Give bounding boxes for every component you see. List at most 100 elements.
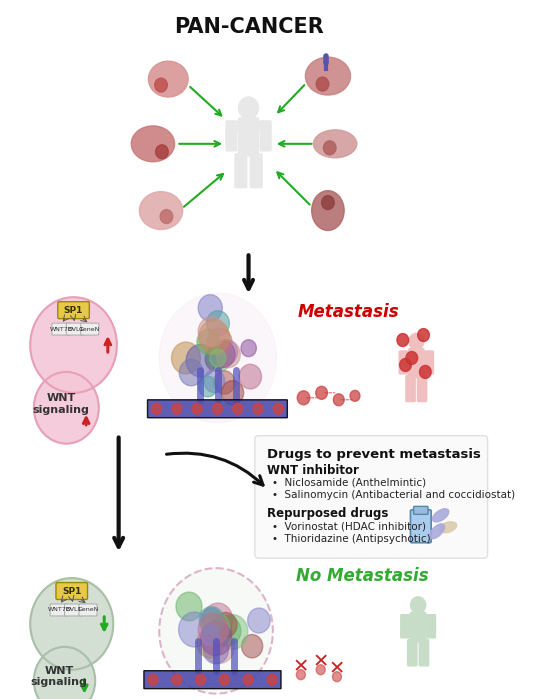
Circle shape <box>207 311 230 336</box>
Ellipse shape <box>406 614 430 623</box>
Circle shape <box>216 615 248 650</box>
Ellipse shape <box>139 192 182 230</box>
FancyBboxPatch shape <box>238 118 259 156</box>
FancyBboxPatch shape <box>427 615 436 638</box>
Text: WNT inhibitor: WNT inhibitor <box>267 463 359 477</box>
Circle shape <box>397 334 409 346</box>
Circle shape <box>198 295 222 321</box>
Circle shape <box>297 391 310 405</box>
Circle shape <box>211 341 235 368</box>
Circle shape <box>399 358 412 372</box>
Circle shape <box>206 617 232 646</box>
Circle shape <box>219 674 229 685</box>
Circle shape <box>213 403 222 414</box>
Circle shape <box>316 77 329 91</box>
Text: •  Niclosamide (Anthelmintic): • Niclosamide (Anthelmintic) <box>272 477 426 487</box>
Circle shape <box>207 328 232 356</box>
FancyBboxPatch shape <box>408 640 417 666</box>
Circle shape <box>198 317 225 346</box>
Circle shape <box>273 403 283 414</box>
Circle shape <box>214 371 235 394</box>
Circle shape <box>316 386 328 399</box>
Circle shape <box>215 340 238 365</box>
FancyBboxPatch shape <box>52 323 70 335</box>
Circle shape <box>204 370 225 393</box>
Ellipse shape <box>313 130 357 158</box>
Circle shape <box>172 342 201 374</box>
Circle shape <box>159 293 277 423</box>
Ellipse shape <box>439 522 456 533</box>
Text: WNT7B: WNT7B <box>49 327 72 332</box>
Circle shape <box>410 597 426 613</box>
Circle shape <box>176 592 202 621</box>
Circle shape <box>233 403 243 414</box>
Text: •  Thioridazine (Antipsychotic): • Thioridazine (Antipsychotic) <box>272 534 431 545</box>
FancyBboxPatch shape <box>79 604 97 616</box>
Circle shape <box>202 620 218 638</box>
FancyBboxPatch shape <box>260 121 271 150</box>
Circle shape <box>179 612 210 647</box>
Circle shape <box>409 333 424 350</box>
FancyBboxPatch shape <box>401 615 409 638</box>
Circle shape <box>242 634 262 658</box>
FancyBboxPatch shape <box>66 323 84 335</box>
Circle shape <box>206 349 225 371</box>
Circle shape <box>197 330 220 354</box>
FancyBboxPatch shape <box>419 640 429 666</box>
Text: WNT
signaling: WNT signaling <box>31 666 88 687</box>
Text: GeneN: GeneN <box>79 327 100 332</box>
FancyBboxPatch shape <box>418 376 427 402</box>
Ellipse shape <box>232 120 265 132</box>
Circle shape <box>179 359 203 386</box>
Circle shape <box>186 344 216 377</box>
FancyBboxPatch shape <box>50 604 68 616</box>
Circle shape <box>203 612 230 643</box>
Circle shape <box>214 612 237 638</box>
Circle shape <box>296 670 305 680</box>
FancyBboxPatch shape <box>399 351 408 374</box>
Circle shape <box>316 665 325 675</box>
Circle shape <box>241 340 256 357</box>
Circle shape <box>196 674 206 685</box>
Circle shape <box>350 391 360 401</box>
Text: ✕: ✕ <box>293 657 309 676</box>
FancyBboxPatch shape <box>235 154 247 188</box>
Circle shape <box>198 613 228 646</box>
Circle shape <box>418 328 430 342</box>
Circle shape <box>323 141 336 155</box>
Circle shape <box>206 344 232 372</box>
Text: PAN-CANCER: PAN-CANCER <box>174 18 323 37</box>
Text: DVL1: DVL1 <box>65 608 82 612</box>
FancyBboxPatch shape <box>406 376 415 402</box>
Text: •  Salinomycin (Antibacterial and coccidiostat): • Salinomycin (Antibacterial and coccidi… <box>272 491 515 500</box>
Circle shape <box>197 629 224 658</box>
FancyBboxPatch shape <box>226 121 237 150</box>
Ellipse shape <box>312 190 344 230</box>
FancyBboxPatch shape <box>56 582 88 599</box>
Circle shape <box>201 608 221 631</box>
Circle shape <box>156 145 168 159</box>
Text: GeneN: GeneN <box>77 608 99 612</box>
Circle shape <box>199 606 224 634</box>
Circle shape <box>238 97 259 119</box>
Circle shape <box>214 616 241 646</box>
FancyBboxPatch shape <box>414 506 428 514</box>
Circle shape <box>239 364 261 389</box>
Ellipse shape <box>432 509 449 522</box>
Text: WNT7B: WNT7B <box>48 608 71 612</box>
Circle shape <box>203 636 229 664</box>
Circle shape <box>30 578 113 670</box>
FancyBboxPatch shape <box>65 604 83 616</box>
FancyBboxPatch shape <box>409 349 424 377</box>
Text: ✕: ✕ <box>312 652 329 671</box>
FancyBboxPatch shape <box>410 612 426 642</box>
Circle shape <box>160 209 173 223</box>
Circle shape <box>248 608 270 633</box>
Circle shape <box>192 403 202 414</box>
Text: •  Vorinostat (HDAC inhibitor): • Vorinostat (HDAC inhibitor) <box>272 522 426 531</box>
Text: Metastasis: Metastasis <box>298 303 399 321</box>
Circle shape <box>34 372 99 444</box>
Circle shape <box>333 394 344 406</box>
FancyBboxPatch shape <box>410 510 431 542</box>
Circle shape <box>322 195 334 209</box>
